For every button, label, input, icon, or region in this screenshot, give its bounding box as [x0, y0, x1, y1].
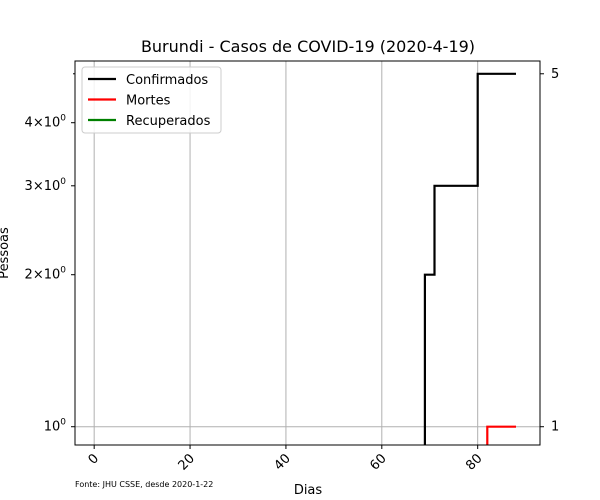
x-tick-label: 80 — [463, 451, 485, 473]
x-axis-label: Dias — [294, 483, 323, 498]
x-tick-label: 20 — [176, 451, 198, 473]
y-tick-label: 3×100 — [25, 177, 67, 194]
legend-box — [81, 66, 222, 134]
series-line-mortes — [486, 425, 516, 445]
series-line-confirmados — [423, 72, 516, 445]
right-value-label: 1 — [551, 420, 559, 435]
legend: Confirmados Mortes Recuperados — [81, 66, 222, 134]
y-tick-label: 4×100 — [25, 114, 67, 131]
legend-label-mortes: Mortes — [126, 94, 171, 109]
source-note: Fonte: JHU CSSE, desde 2020-1-22 — [75, 480, 213, 489]
chart-title: Burundi - Casos de COVID-19 (2020-4-19) — [141, 37, 475, 56]
x-tick-label: 60 — [367, 451, 389, 473]
y-tick-label: 100 — [44, 418, 67, 435]
plot-frame — [74, 60, 541, 446]
right-value-label: 5 — [551, 67, 559, 82]
x-tick-label: 40 — [271, 451, 293, 473]
series-lines — [423, 72, 516, 445]
y-tick-label: 2×100 — [25, 266, 67, 283]
legend-label-recuperados: Recuperados — [126, 114, 211, 129]
legend-label-confirmados: Confirmados — [126, 73, 208, 88]
x-tick-label: 0 — [86, 451, 102, 467]
y-axis-label: Pessoas — [0, 227, 12, 279]
